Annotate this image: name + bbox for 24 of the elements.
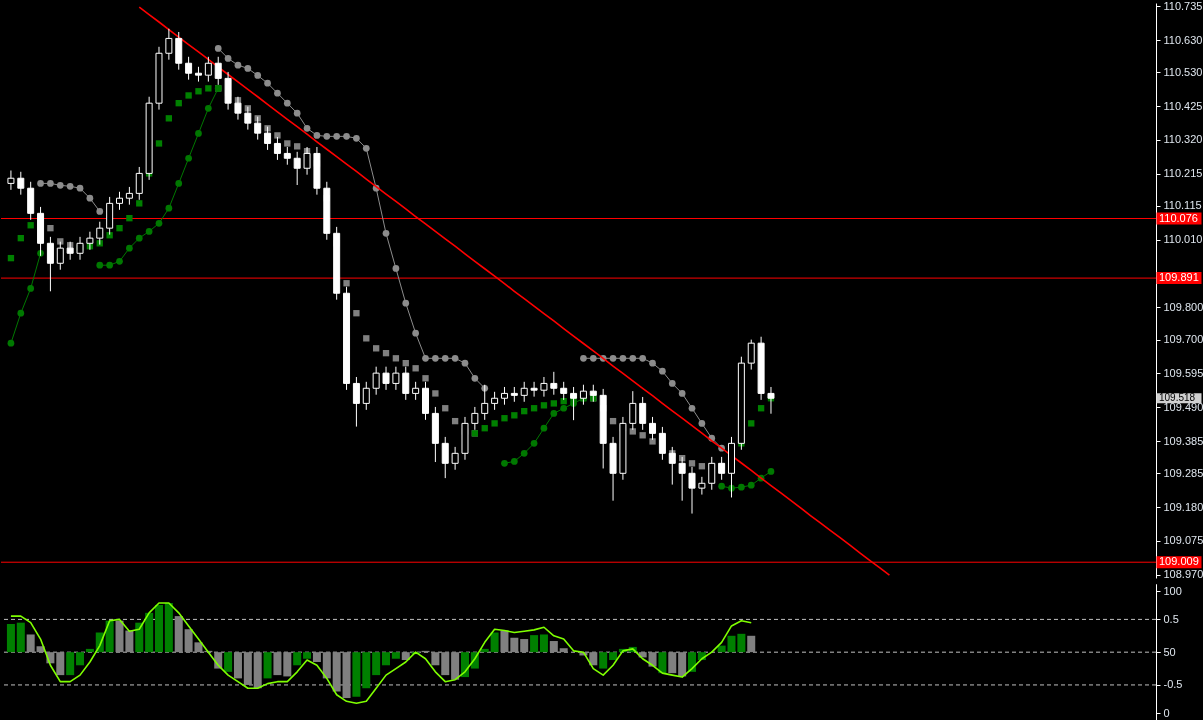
y-tick-label: 109.180 — [1163, 500, 1203, 513]
y-tick-label: 109.285 — [1163, 466, 1203, 479]
ref-line-label: 109.891 — [1159, 271, 1199, 284]
y2-tick-label: 50 — [1163, 645, 1176, 658]
y-tick-label: 110.215 — [1163, 167, 1203, 180]
y-tick-label: 109.595 — [1163, 366, 1203, 379]
y-tick-label: 110.630 — [1163, 33, 1203, 46]
y-tick-label: 110.320 — [1163, 133, 1203, 146]
y-tick-label: 110.010 — [1163, 233, 1203, 246]
y-tick-label: 109.075 — [1163, 534, 1203, 547]
y-tick-label: 110.530 — [1163, 65, 1203, 78]
y-tick-label: 110.425 — [1163, 99, 1203, 112]
y2-tick-label: 100 — [1163, 584, 1182, 597]
y-tick-label: 109.700 — [1163, 333, 1203, 346]
y-tick-label: 109.800 — [1163, 300, 1203, 313]
ref-line-label: 110.076 — [1159, 211, 1198, 224]
ref-line-label: 109.009 — [1159, 555, 1199, 568]
y-tick-label: 108.970 — [1163, 568, 1203, 581]
y-tick-label: 110.735 — [1163, 0, 1203, 12]
y-tick-label: -0.5 — [1163, 678, 1183, 691]
y-tick-label: 110.115 — [1163, 199, 1202, 212]
y-tick-label: 109.385 — [1163, 434, 1203, 447]
y2-tick-label: 0 — [1163, 706, 1170, 719]
y-tick-label: 0.5 — [1163, 612, 1179, 625]
